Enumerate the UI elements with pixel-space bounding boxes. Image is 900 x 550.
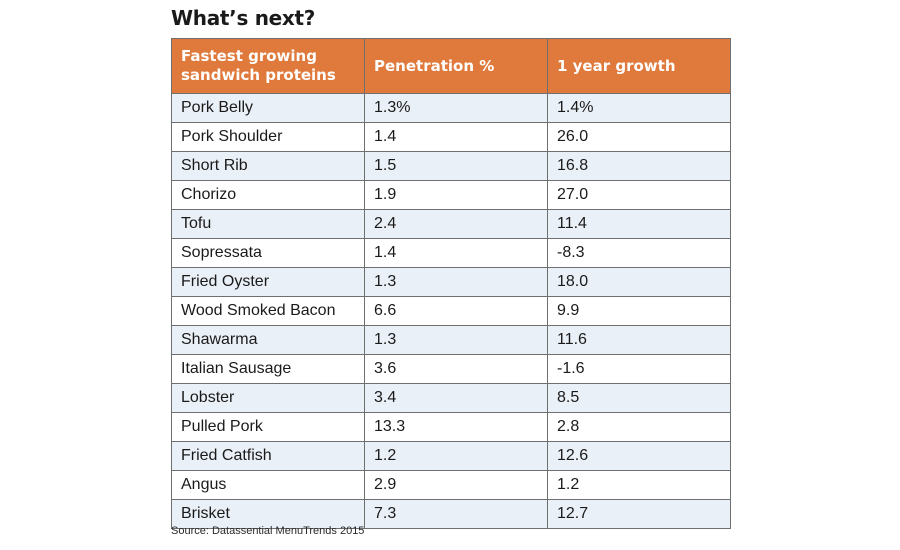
penetration-cell: 1.9: [364, 180, 548, 210]
table-row: Pork Belly 1.3% 1.4%: [171, 93, 731, 123]
table-row: Fried Oyster 1.3 18.0: [171, 267, 731, 297]
protein-cell: Fried Oyster: [171, 267, 365, 297]
penetration-cell: 1.3%: [364, 93, 548, 123]
table-row: Angus 2.9 1.2: [171, 470, 731, 500]
penetration-cell: 3.4: [364, 383, 548, 413]
header-row: Fastest growing sandwich proteins Penetr…: [171, 38, 731, 94]
penetration-cell: 7.3: [364, 499, 548, 529]
penetration-cell: 1.2: [364, 441, 548, 471]
penetration-cell: 1.4: [364, 122, 548, 152]
table-row: Wood Smoked Bacon 6.6 9.9: [171, 296, 731, 326]
table-row: Italian Sausage 3.6 -1.6: [171, 354, 731, 384]
protein-cell: Shawarma: [171, 325, 365, 355]
protein-cell: Fried Catfish: [171, 441, 365, 471]
penetration-cell: 1.5: [364, 151, 548, 181]
table-row: Chorizo 1.9 27.0: [171, 180, 731, 210]
growth-cell: 9.9: [547, 296, 731, 326]
table-row: Fried Catfish 1.2 12.6: [171, 441, 731, 471]
penetration-cell: 2.9: [364, 470, 548, 500]
source-note: Source: Datassential MenuTrends 2015: [171, 525, 365, 537]
penetration-cell: 3.6: [364, 354, 548, 384]
table-row: Tofu 2.4 11.4: [171, 209, 731, 239]
growth-cell: 1.2: [547, 470, 731, 500]
growth-cell: -8.3: [547, 238, 731, 268]
table-row: Sopressata 1.4 -8.3: [171, 238, 731, 268]
data-table: Fastest growing sandwich proteins Penetr…: [171, 38, 731, 529]
growth-cell: 27.0: [547, 180, 731, 210]
protein-cell: Pork Shoulder: [171, 122, 365, 152]
table-row: Short Rib 1.5 16.8: [171, 151, 731, 181]
penetration-cell: 13.3: [364, 412, 548, 442]
column-header-growth: 1 year growth: [547, 38, 731, 94]
growth-cell: 26.0: [547, 122, 731, 152]
growth-cell: 11.6: [547, 325, 731, 355]
protein-cell: Italian Sausage: [171, 354, 365, 384]
penetration-cell: 1.3: [364, 325, 548, 355]
table-row: Brisket 7.3 12.7: [171, 499, 731, 529]
protein-cell: Short Rib: [171, 151, 365, 181]
growth-cell: 12.6: [547, 441, 731, 471]
table-body: Pork Belly 1.3% 1.4% Pork Shoulder 1.4 26.0 Sh…: [171, 93, 731, 529]
penetration-cell: 6.6: [364, 296, 548, 326]
penetration-cell: 1.4: [364, 238, 548, 268]
protein-cell: Chorizo: [171, 180, 365, 210]
protein-cell: Brisket: [171, 499, 365, 529]
protein-cell: Lobster: [171, 383, 365, 413]
protein-cell: Wood Smoked Bacon: [171, 296, 365, 326]
penetration-cell: 2.4: [364, 209, 548, 239]
growth-cell: 12.7: [547, 499, 731, 529]
growth-cell: 2.8: [547, 412, 731, 442]
growth-cell: 8.5: [547, 383, 731, 413]
table-row: Pork Shoulder 1.4 26.0: [171, 122, 731, 152]
column-header-penetration: Penetration %: [364, 38, 548, 94]
protein-cell: Angus: [171, 470, 365, 500]
protein-cell: Pork Belly: [171, 93, 365, 123]
table-header: Fastest growing sandwich proteins Penetr…: [171, 38, 731, 94]
growth-cell: 16.8: [547, 151, 731, 181]
growth-cell: 1.4%: [547, 93, 731, 123]
chart-title: What’s next?: [171, 6, 316, 30]
growth-cell: -1.6: [547, 354, 731, 384]
protein-cell: Pulled Pork: [171, 412, 365, 442]
table-row: Lobster 3.4 8.5: [171, 383, 731, 413]
protein-cell: Sopressata: [171, 238, 365, 268]
column-header-protein: Fastest growing sandwich proteins: [171, 38, 365, 94]
table-row: Shawarma 1.3 11.6: [171, 325, 731, 355]
growth-cell: 11.4: [547, 209, 731, 239]
table-row: Pulled Pork 13.3 2.8: [171, 412, 731, 442]
penetration-cell: 1.3: [364, 267, 548, 297]
protein-cell: Tofu: [171, 209, 365, 239]
growth-cell: 18.0: [547, 267, 731, 297]
